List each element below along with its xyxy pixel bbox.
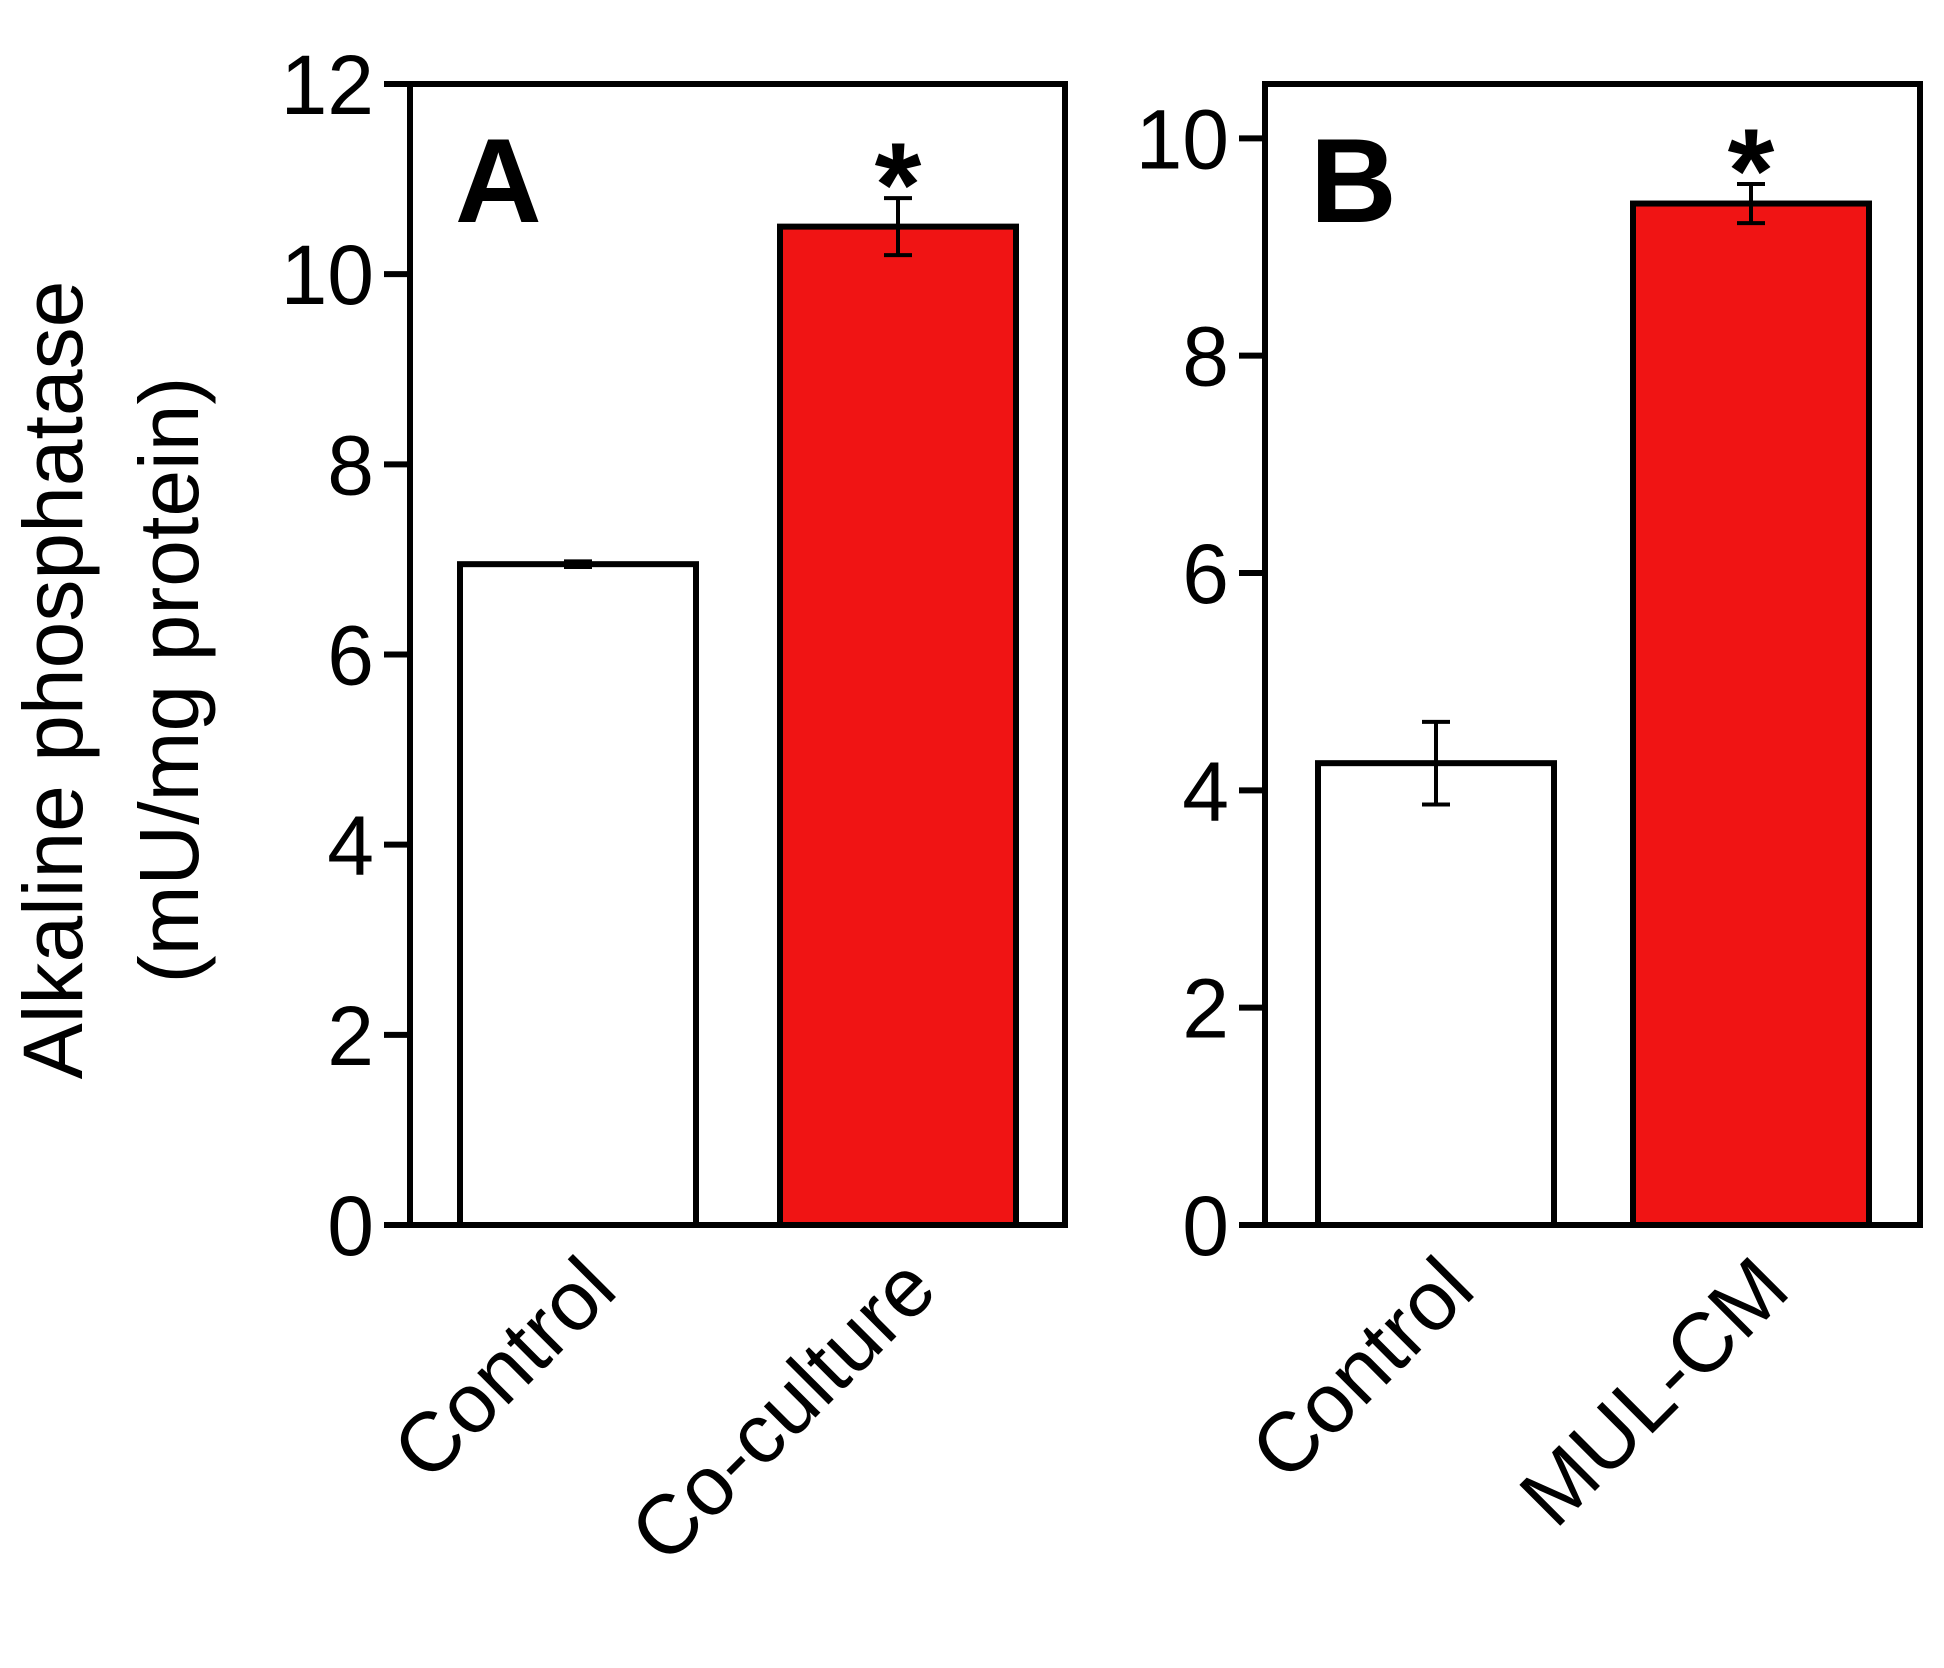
y-tick-label-a-2: 4: [327, 799, 374, 893]
y-axis-label: Alkaline phosphatase (mU/mg protein): [6, 281, 216, 1080]
y-tick-label-a-4: 8: [327, 418, 374, 512]
plot-frame-b: [1262, 81, 1923, 1228]
y-tick-label-a-6: 12: [281, 38, 374, 132]
panel-letter-a: A: [455, 114, 542, 248]
y-tick-label-a-5: 10: [281, 228, 374, 322]
category-label-b-0: Control: [1233, 1239, 1491, 1497]
bar-a-control: [457, 561, 699, 1228]
y-tick-label-b-3: 6: [1182, 527, 1229, 621]
y-tick-label-b-4: 8: [1182, 310, 1229, 404]
y-tick-label-b-0: 0: [1182, 1179, 1229, 1273]
bar-a-co-culture: [777, 223, 1019, 1228]
panel-b: Control * MUL-CM 0 2 4 6 8 10 B: [1136, 81, 1923, 1543]
category-label-b-1: MUL-CM: [1502, 1239, 1806, 1543]
significance-star-a-1: *: [875, 118, 922, 252]
y-axis-label-line2: (mU/mg protein): [122, 377, 216, 984]
y-tick-label-b-5: 10: [1136, 92, 1229, 186]
y-tick-label-b-2: 4: [1182, 744, 1229, 838]
category-label-a-1: Co-culture: [612, 1239, 952, 1579]
y-tick-label-b-1: 2: [1182, 962, 1229, 1056]
y-tick-label-a-1: 2: [327, 989, 374, 1083]
panel-letter-b: B: [1310, 114, 1397, 248]
y-axis-label-line1: Alkaline phosphatase: [6, 281, 100, 1080]
significance-star-b-1: *: [1728, 104, 1775, 238]
y-tick-label-a-3: 6: [327, 609, 374, 703]
bar-b-mul-cm: [1630, 200, 1872, 1229]
category-label-a-0: Control: [375, 1239, 633, 1497]
panel-a: Control * Co-culture 0 2 4 6 8 10 12 A: [281, 38, 1068, 1580]
bar-b-control: [1315, 760, 1557, 1229]
y-tick-label-a-0: 0: [327, 1179, 374, 1273]
